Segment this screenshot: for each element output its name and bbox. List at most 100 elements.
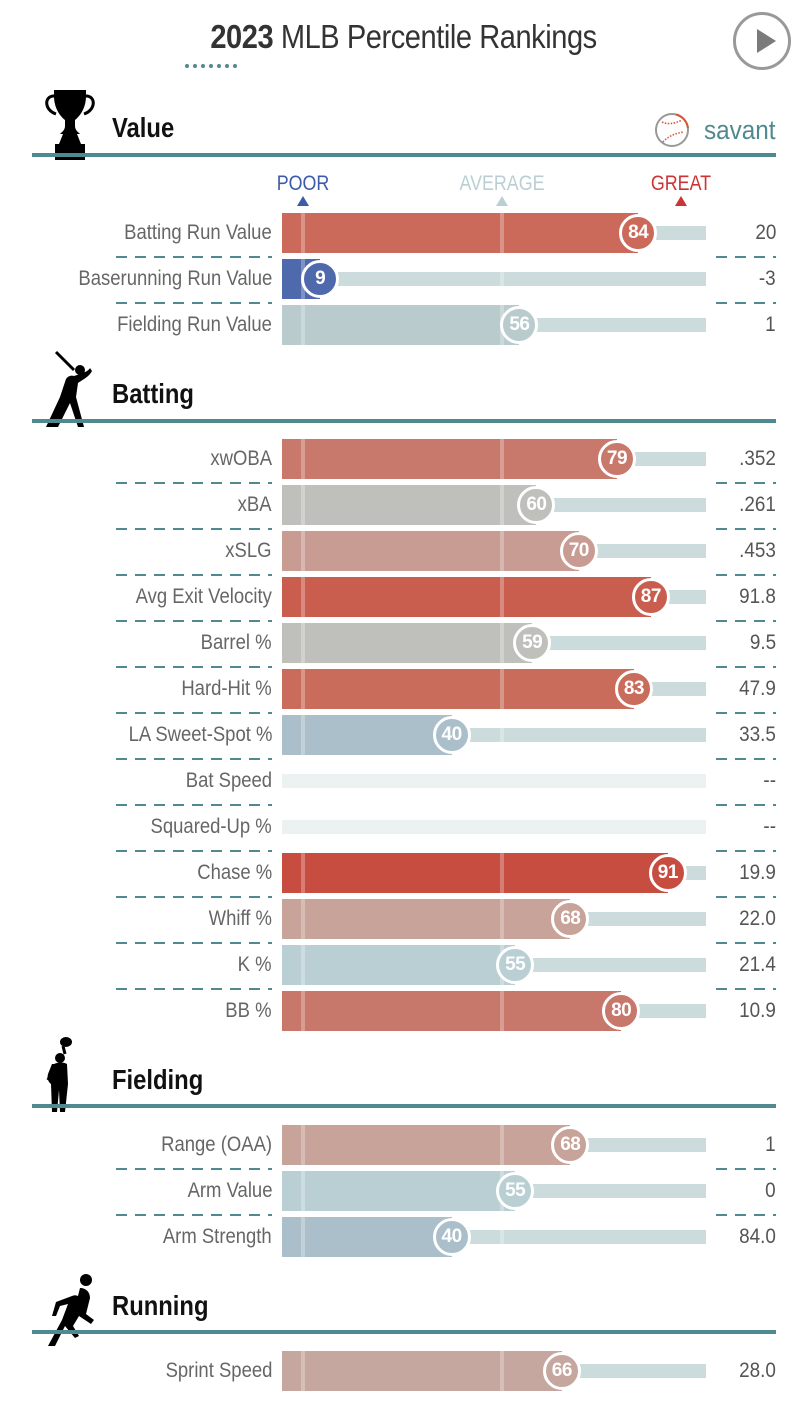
- row-divider-left: [116, 942, 272, 944]
- metric-value: 1: [765, 313, 776, 336]
- metric-label: Chase %: [197, 861, 272, 884]
- metric-value: --: [763, 815, 776, 838]
- row-divider-left: [116, 574, 272, 576]
- row-divider-right: [716, 896, 776, 898]
- metric-row[interactable]: Barrel % 59 9.5: [0, 623, 808, 663]
- metric-row[interactable]: Baserunning Run Value 9 -3: [0, 259, 808, 299]
- title-underline-dots: [185, 64, 237, 68]
- metric-row[interactable]: LA Sweet-Spot % 40 33.5: [0, 715, 808, 755]
- metric-row[interactable]: K % 55 21.4: [0, 945, 808, 985]
- percentile-bar: [282, 1125, 571, 1165]
- metric-label: K %: [238, 953, 272, 976]
- row-divider-left: [116, 528, 272, 530]
- row-divider-right: [716, 574, 776, 576]
- metric-row[interactable]: Avg Exit Velocity 87 91.8: [0, 577, 808, 617]
- batter-icon: [40, 350, 100, 435]
- metric-row[interactable]: Bat Speed --: [0, 761, 808, 801]
- metric-label: xwOBA: [210, 447, 272, 470]
- gridline-poor: [301, 853, 306, 893]
- legend-great: GREAT: [650, 172, 711, 195]
- play-button[interactable]: [733, 12, 791, 70]
- gridline-average: [500, 485, 505, 525]
- metric-row[interactable]: Fielding Run Value 56 1: [0, 305, 808, 345]
- row-divider-right: [716, 712, 776, 714]
- metric-row[interactable]: Arm Value 55 0: [0, 1171, 808, 1211]
- gridline-poor: [301, 1125, 306, 1165]
- metric-row[interactable]: xwOBA 79 .352: [0, 439, 808, 479]
- section-title: Value: [112, 112, 175, 143]
- section-title: Batting: [112, 378, 194, 409]
- savant-logo[interactable]: savant: [654, 112, 776, 148]
- gridline-average: [500, 1125, 505, 1165]
- percentile-badge: 68: [551, 1126, 590, 1164]
- percentile-badge: 55: [496, 1172, 535, 1210]
- metric-row[interactable]: Squared-Up % --: [0, 807, 808, 847]
- percentile-badge: 9: [301, 260, 340, 298]
- gridline-poor: [301, 715, 306, 755]
- percentile-badge: 40: [432, 716, 471, 754]
- percentile-track: [282, 820, 706, 834]
- gridline-average: [500, 853, 505, 893]
- metric-row[interactable]: Range (OAA) 68 1: [0, 1125, 808, 1165]
- percentile-bar: [282, 669, 634, 709]
- legend-average: AVERAGE: [459, 172, 545, 195]
- metric-row[interactable]: Whiff % 68 22.0: [0, 899, 808, 939]
- metric-label: Arm Strength: [163, 1225, 272, 1248]
- section-divider: [32, 419, 776, 423]
- metric-value: 91.8: [739, 585, 776, 608]
- metric-row[interactable]: Batting Run Value 84 20: [0, 213, 808, 253]
- metric-label: Avg Exit Velocity: [135, 585, 272, 608]
- gridline-poor: [301, 305, 306, 345]
- metric-label: Batting Run Value: [124, 221, 272, 244]
- metric-row[interactable]: Hard-Hit % 83 47.9: [0, 669, 808, 709]
- row-divider-right: [716, 804, 776, 806]
- row-divider-left: [116, 758, 272, 760]
- gridline-poor: [301, 439, 306, 479]
- metric-row[interactable]: xSLG 70 .453: [0, 531, 808, 571]
- metric-label: Sprint Speed: [165, 1359, 272, 1382]
- metric-row[interactable]: xBA 60 .261: [0, 485, 808, 525]
- metric-value: 1: [765, 1133, 776, 1156]
- metric-value: 84.0: [739, 1225, 776, 1248]
- row-divider-left: [116, 1214, 272, 1216]
- row-divider-right: [716, 302, 776, 304]
- page-title: 2023 MLB Percentile Rankings: [211, 18, 598, 56]
- percentile-bar: [282, 945, 516, 985]
- gridline-poor: [301, 485, 306, 525]
- gridline-poor: [301, 1171, 306, 1211]
- section-divider: [32, 1330, 776, 1334]
- row-divider-left: [116, 896, 272, 898]
- gridline-average: [500, 623, 505, 663]
- row-divider-right: [716, 256, 776, 258]
- percentile-bar: [282, 899, 571, 939]
- row-divider-left: [116, 850, 272, 852]
- gridline-average: [500, 899, 505, 939]
- row-divider-right: [716, 942, 776, 944]
- metric-value: 47.9: [739, 677, 776, 700]
- percentile-badge: 68: [551, 900, 590, 938]
- metric-row[interactable]: BB % 80 10.9: [0, 991, 808, 1031]
- percentile-bar: [282, 1217, 452, 1257]
- row-divider-left: [116, 620, 272, 622]
- gridline-poor: [301, 669, 306, 709]
- row-divider-left: [116, 712, 272, 714]
- title-text: MLB Percentile Rankings: [273, 18, 598, 55]
- metric-row[interactable]: Arm Strength 40 84.0: [0, 1217, 808, 1257]
- metric-row[interactable]: Sprint Speed 66 28.0: [0, 1351, 808, 1391]
- row-divider-left: [116, 666, 272, 668]
- percentile-bar: [282, 213, 639, 253]
- metric-row[interactable]: Chase % 91 19.9: [0, 853, 808, 893]
- row-divider-left: [116, 256, 272, 258]
- legend-average-marker: [496, 196, 509, 206]
- percentile-badge: 55: [496, 946, 535, 984]
- percentile-track: [282, 774, 706, 788]
- percentile-badge: 80: [602, 992, 641, 1030]
- metric-value: 0: [765, 1179, 776, 1202]
- metric-value: .453: [739, 539, 776, 562]
- row-divider-right: [716, 620, 776, 622]
- percentile-track: [282, 272, 706, 286]
- metric-label: xSLG: [225, 539, 272, 562]
- metric-value: 28.0: [739, 1359, 776, 1382]
- metric-value: 10.9: [739, 999, 776, 1022]
- row-divider-left: [116, 804, 272, 806]
